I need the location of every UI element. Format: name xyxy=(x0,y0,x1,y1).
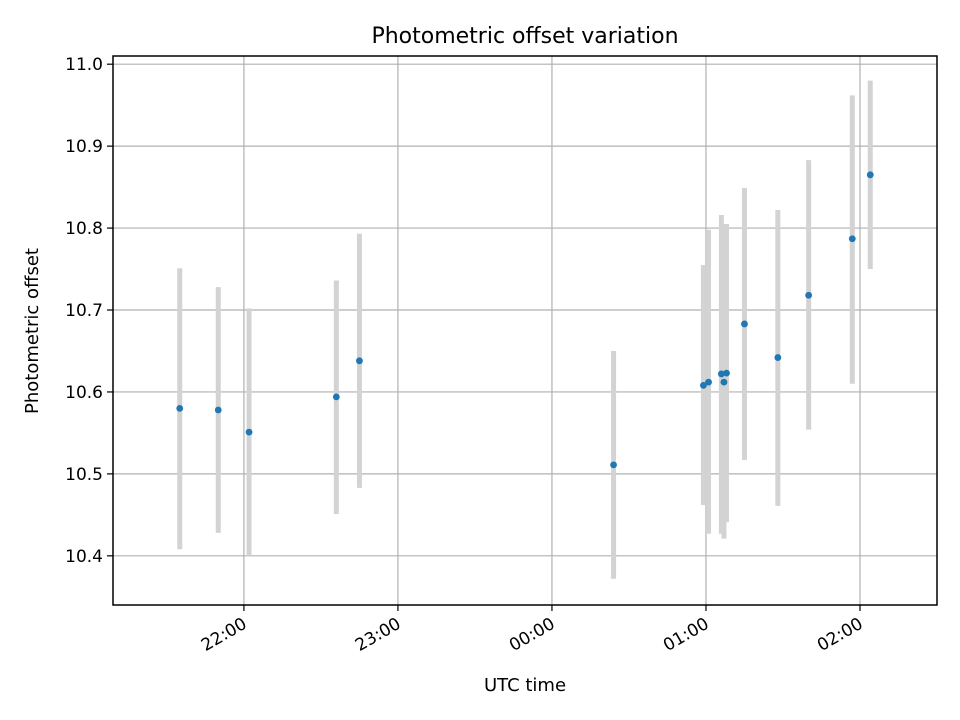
data-point xyxy=(356,357,363,365)
data-point xyxy=(700,382,707,389)
data-point xyxy=(717,370,725,378)
x-tick-label: 01:00 xyxy=(660,614,712,656)
y-tick-label: 10.6 xyxy=(65,383,103,403)
x-tick-label: 22:00 xyxy=(198,614,250,656)
error-bars xyxy=(177,80,873,579)
data-points xyxy=(176,171,874,469)
x-axis-label: UTC time xyxy=(484,675,566,696)
grid xyxy=(113,56,937,605)
x-tick-label: 02:00 xyxy=(814,614,866,656)
y-tick-label: 10.9 xyxy=(65,137,103,157)
plot-frame xyxy=(112,55,938,606)
x-tick-label: 23:00 xyxy=(352,614,404,656)
data-point xyxy=(720,378,728,386)
y-tick-label: 10.8 xyxy=(65,219,103,239)
data-point xyxy=(805,291,813,299)
data-point xyxy=(741,320,748,328)
y-tick-label: 11.0 xyxy=(65,55,103,75)
data-point xyxy=(723,369,730,377)
data-point xyxy=(866,171,874,179)
data-point xyxy=(705,378,712,386)
data-point xyxy=(176,404,184,412)
x-tick-label: 00:00 xyxy=(506,614,558,656)
data-point xyxy=(214,406,222,414)
y-tick-label: 10.7 xyxy=(65,301,103,321)
y-tick-label: 10.4 xyxy=(65,547,103,567)
chart-title: Photometric offset variation xyxy=(371,24,678,49)
x-axis-ticks: 22:00 23:00 00:00 01:00 02:00 xyxy=(198,605,866,656)
data-point xyxy=(610,461,617,469)
y-axis-label: Photometric offset xyxy=(22,248,43,414)
y-tick-label: 10.5 xyxy=(65,465,103,485)
y-axis-ticks: 10.4 10.5 10.6 10.7 10.8 10.9 11.0 xyxy=(65,55,113,567)
data-point xyxy=(848,235,856,243)
data-point xyxy=(774,354,782,361)
data-point xyxy=(332,393,340,401)
data-point xyxy=(245,428,253,436)
